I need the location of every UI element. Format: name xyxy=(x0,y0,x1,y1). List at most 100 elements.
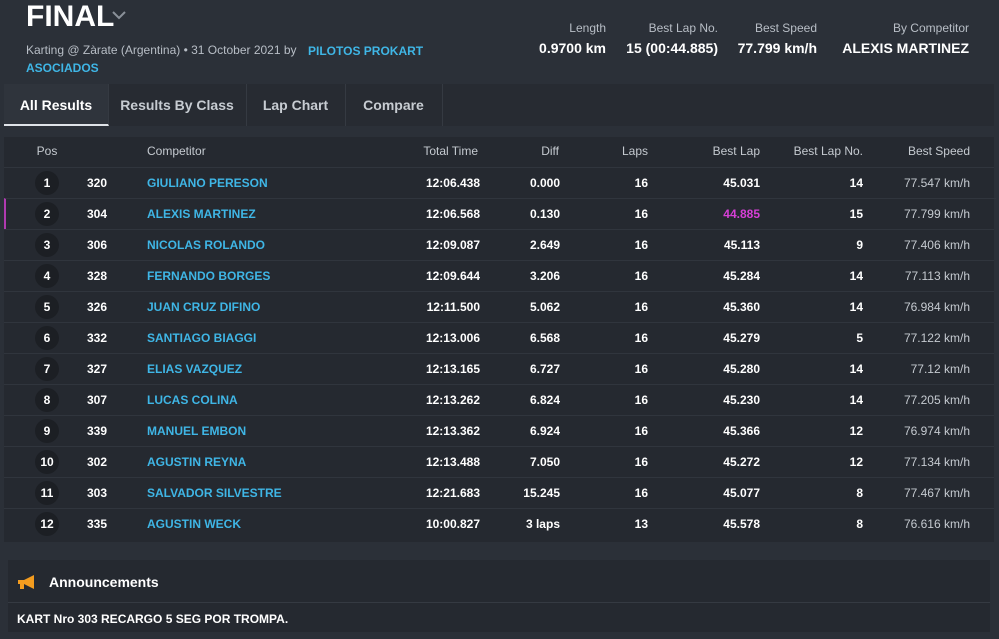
competitor-name[interactable]: SALVADOR SILVESTRE xyxy=(147,486,282,500)
cell: 16 xyxy=(634,207,648,221)
cell: 320 xyxy=(86,176,108,190)
cell: 76.616 km/h xyxy=(903,517,970,531)
result-row[interactable] xyxy=(4,291,994,322)
position: 7 xyxy=(35,357,59,381)
organizer-link[interactable]: PILOTOS PROKART ASOCIADOS xyxy=(26,44,424,75)
cell: 7.050 xyxy=(529,455,560,469)
cell: 6.824 xyxy=(529,393,560,407)
cell: 16 xyxy=(634,424,648,438)
cell: 16 xyxy=(634,176,648,190)
cell: 77.406 km/h xyxy=(903,238,970,252)
race-subtitle: Karting @ Zàrate (Argentina) • 31 Octobe… xyxy=(26,43,297,57)
result-row[interactable] xyxy=(4,415,994,446)
cell: 6.727 xyxy=(529,362,560,376)
cell: 16 xyxy=(634,362,648,376)
cell: 2.649 xyxy=(529,238,560,252)
cell: 306 xyxy=(86,238,108,252)
cell: 13 xyxy=(634,517,648,531)
cell: 44.885 xyxy=(723,207,760,221)
position: 6 xyxy=(35,326,59,350)
position: 2 xyxy=(35,202,59,226)
cell: 45.366 xyxy=(723,424,760,438)
position: 5 xyxy=(35,295,59,319)
competitor-name[interactable]: LUCAS COLINA xyxy=(147,393,238,407)
competitor-name[interactable]: ELIAS VAZQUEZ xyxy=(147,362,243,376)
cell: 77.122 km/h xyxy=(903,331,970,345)
cell: 16 xyxy=(634,393,648,407)
cell: 12:13.006 xyxy=(425,331,480,345)
cell: 14 xyxy=(849,176,863,190)
column-header: Laps xyxy=(621,144,648,158)
race-title: FINAL xyxy=(26,0,115,33)
announcements-header xyxy=(8,560,990,603)
result-row[interactable] xyxy=(4,229,994,260)
result-row[interactable] xyxy=(4,260,994,291)
column-header: Competitor xyxy=(147,144,206,158)
cell: 45.280 xyxy=(723,362,760,376)
cell: 6.924 xyxy=(529,424,560,438)
cell: 45.077 xyxy=(723,486,760,500)
result-row[interactable] xyxy=(4,508,994,539)
stat-value: 77.799 km/h xyxy=(737,40,817,56)
stat-value: 15 (00:44.885) xyxy=(626,40,718,56)
position: 3 xyxy=(35,233,59,257)
cell: 8 xyxy=(856,517,863,531)
cell: 6.568 xyxy=(529,331,560,345)
cell: 326 xyxy=(86,300,108,314)
competitor-name[interactable]: FERNANDO BORGES xyxy=(147,269,271,283)
competitor-name[interactable]: MANUEL EMBON xyxy=(147,424,247,438)
competitor-name[interactable]: AGUSTIN WECK xyxy=(147,517,241,531)
competitor-name[interactable]: NICOLAS ROLANDO xyxy=(147,238,265,252)
cell: 3.206 xyxy=(529,269,560,283)
competitor-name[interactable]: JUAN CRUZ DIFINO xyxy=(147,300,261,314)
cell: 12:09.087 xyxy=(425,238,480,252)
cell: 304 xyxy=(86,207,108,221)
cell: 77.467 km/h xyxy=(903,486,970,500)
tab[interactable]: Results By Class xyxy=(108,84,247,126)
megaphone-icon xyxy=(18,575,34,589)
cell: 45.279 xyxy=(723,331,760,345)
cell: 339 xyxy=(86,424,108,438)
competitor-name[interactable]: AGUSTIN REYNA xyxy=(147,455,247,469)
tab[interactable]: All Results xyxy=(4,84,109,126)
cell: 45.113 xyxy=(723,238,760,252)
result-row[interactable] xyxy=(4,322,994,353)
cell: 5.062 xyxy=(529,300,560,314)
cell: 77.113 km/h xyxy=(904,269,970,283)
cell: 327 xyxy=(86,362,108,376)
stat-label: Length xyxy=(569,21,606,35)
cell: 77.134 km/h xyxy=(903,455,970,469)
competitor-name[interactable]: ALEXIS MARTINEZ xyxy=(147,207,256,221)
cell: 77.205 km/h xyxy=(903,393,970,407)
result-row[interactable] xyxy=(4,353,994,384)
cell: 12:13.488 xyxy=(425,455,480,469)
cell: 10:00.827 xyxy=(425,517,480,531)
cell: 328 xyxy=(86,269,108,283)
result-row[interactable] xyxy=(4,446,994,477)
column-header: Best Lap xyxy=(712,144,760,158)
tab[interactable]: Compare xyxy=(345,84,443,126)
competitor-name[interactable]: SANTIAGO BIAGGI xyxy=(147,331,257,345)
dropdown-chevron[interactable] xyxy=(112,10,126,20)
cell: 76.984 km/h xyxy=(903,300,970,314)
cell: 45.230 xyxy=(723,393,760,407)
cell: 77.799 km/h xyxy=(903,207,970,221)
result-row[interactable] xyxy=(4,167,994,198)
cell: 5 xyxy=(856,331,863,345)
position: 8 xyxy=(35,388,59,412)
competitor-name[interactable]: GIULIANO PERESON xyxy=(147,176,268,190)
announcement: KART Nro 303 RECARGO 5 SEG POR TROMPA. xyxy=(17,612,289,626)
position: 9 xyxy=(35,419,59,443)
cell: 15 xyxy=(849,207,863,221)
cell: 307 xyxy=(86,393,108,407)
cell: 16 xyxy=(634,300,648,314)
stat-label: Best Lap No. xyxy=(648,21,718,35)
cell: 12:13.362 xyxy=(425,424,480,438)
result-row[interactable] xyxy=(4,477,994,508)
column-header: Total Time xyxy=(423,144,478,158)
cell: 8 xyxy=(856,486,863,500)
cell: 12:21.683 xyxy=(425,486,480,500)
result-row[interactable] xyxy=(4,198,996,229)
tab[interactable]: Lap Chart xyxy=(246,84,346,126)
result-row[interactable] xyxy=(4,384,994,415)
